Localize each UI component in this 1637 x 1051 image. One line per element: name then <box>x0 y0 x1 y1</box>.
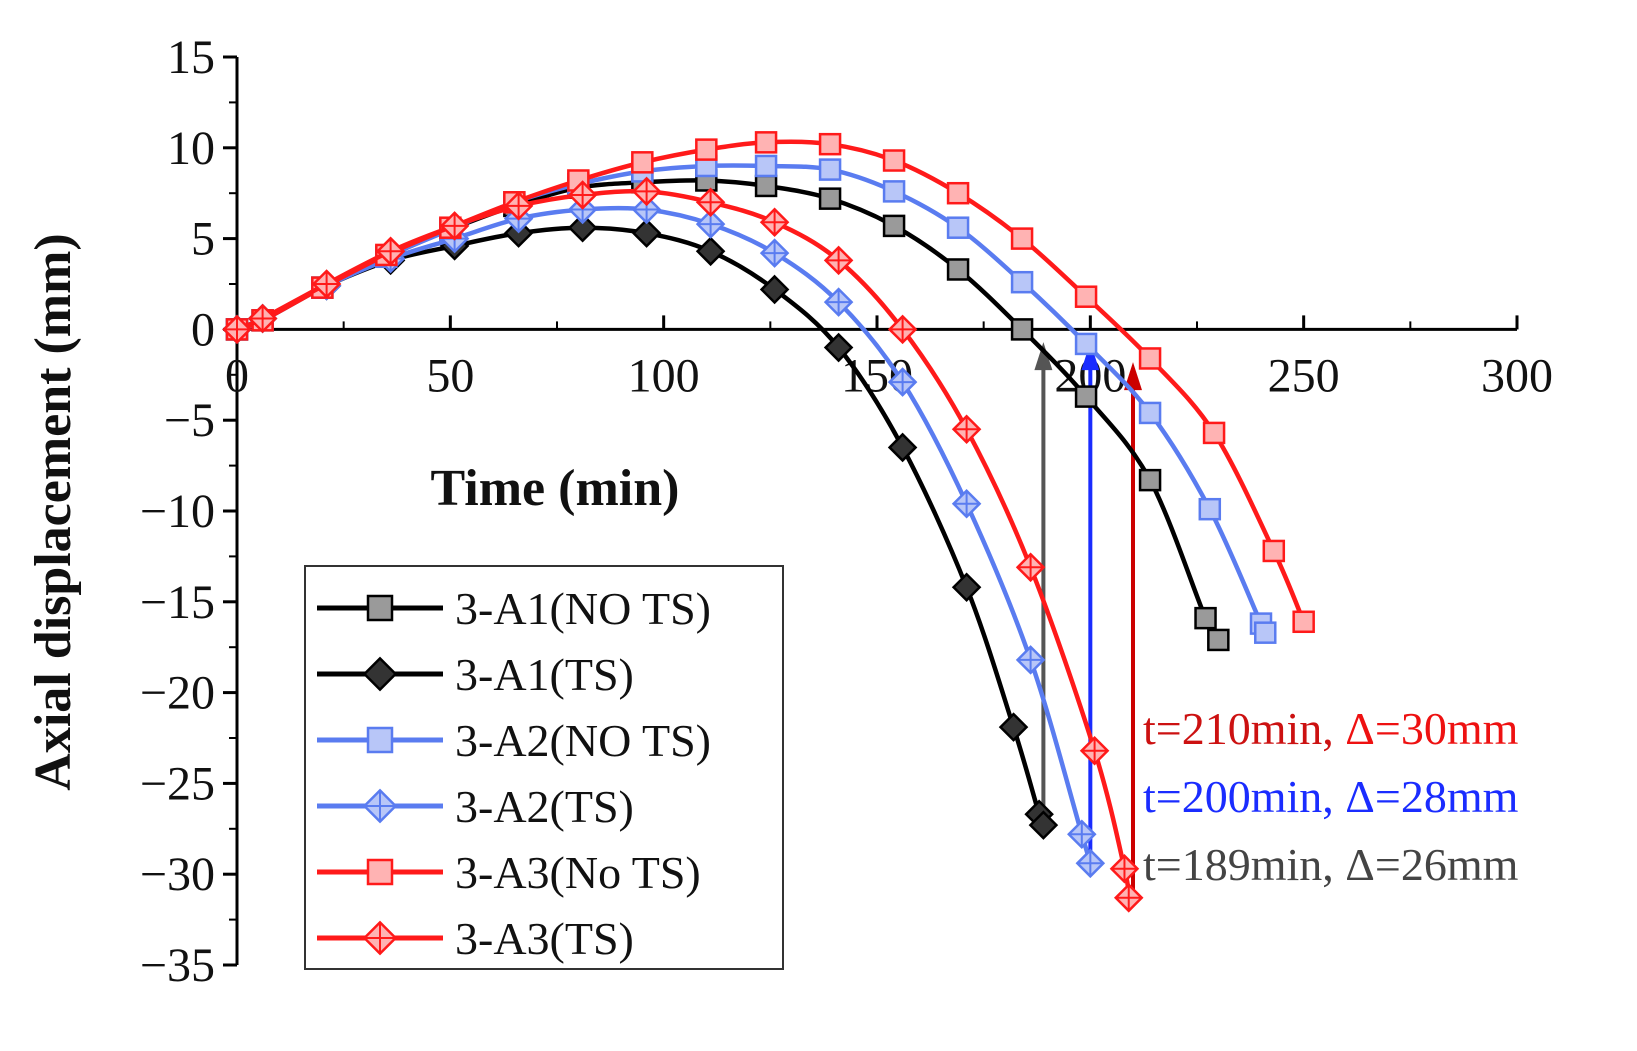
annotation-delta: Δ=26mm <box>1345 839 1518 890</box>
data-point-square <box>1138 401 1162 425</box>
y-tick-label: −30 <box>140 848 215 901</box>
series-3-A3(TS) <box>222 176 1144 913</box>
y-tick-label: 15 <box>167 31 215 84</box>
data-point-square <box>1138 468 1162 492</box>
data-point-square <box>1262 539 1286 563</box>
y-tick-label: −5 <box>164 394 215 447</box>
y-tick-label: −15 <box>140 576 215 629</box>
annotation-text: t=210min, Δ=30mm <box>1143 703 1519 754</box>
data-point-square <box>882 149 906 172</box>
annotation-text: t=189min, Δ=26mm <box>1143 839 1519 890</box>
annotation-text: t=200min, Δ=28mm <box>1143 771 1519 822</box>
legend-label: 3-A2(NO TS) <box>455 715 711 766</box>
legend-label: 3-A1(NO TS) <box>455 583 711 634</box>
x-tick-label: 100 <box>628 349 700 402</box>
data-point-square <box>631 151 654 174</box>
data-point-square <box>754 154 778 178</box>
data-point-square <box>946 216 970 239</box>
y-tick-label: −35 <box>140 939 215 992</box>
data-point-diamond <box>695 236 726 267</box>
data-point-diamond <box>362 656 398 692</box>
data-point-square <box>1074 332 1098 356</box>
data-point-diamond <box>567 212 598 243</box>
annotation-time: t=189min, <box>1143 839 1345 890</box>
data-point-square <box>366 858 394 886</box>
annotation-time: t=210min, <box>1143 703 1345 754</box>
data-point-square <box>366 726 394 754</box>
data-point-square <box>818 132 842 156</box>
legend-box <box>304 565 784 970</box>
legend: 3-A1(NO TS) 3-A1(TS) 3-A2(NO TS) 3-A2(TS) 3-… <box>304 565 784 970</box>
x-tick-label: 0 <box>225 349 249 402</box>
arrow-head <box>1124 362 1142 391</box>
data-point-square <box>882 180 906 203</box>
data-point-square <box>1074 285 1098 308</box>
data-point-diamond <box>631 218 662 248</box>
data-point-diamond <box>1028 810 1059 840</box>
data-point-square <box>1194 606 1217 630</box>
x-tick-label: 250 <box>1268 349 1340 402</box>
series-lines <box>222 131 1315 913</box>
y-tick-label: −10 <box>140 485 215 538</box>
y-tick-label: 5 <box>191 213 215 266</box>
data-point-square <box>695 138 718 161</box>
data-point-diamond <box>998 712 1029 742</box>
data-point-square <box>1010 318 1034 341</box>
data-point-square <box>1254 621 1277 644</box>
annotation-delta: Δ=28mm <box>1345 771 1518 822</box>
x-tick-label: 300 <box>1481 349 1553 402</box>
data-point-square <box>946 258 970 281</box>
data-point-diamond <box>759 274 790 305</box>
data-point-square <box>882 214 906 238</box>
data-point-square <box>754 131 778 154</box>
data-point-square <box>1010 270 1034 294</box>
data-point-square <box>1198 497 1222 521</box>
data-point-square <box>1207 628 1230 652</box>
data-point-square <box>818 158 842 181</box>
arrow-head <box>1034 342 1053 371</box>
data-point-square <box>946 181 970 205</box>
data-point-square <box>754 174 778 198</box>
annotation-delta: Δ=30mm <box>1345 703 1518 754</box>
data-point-square <box>1292 610 1315 634</box>
legend-label: 3-A1(TS) <box>455 649 634 700</box>
data-point-diamond <box>823 332 854 363</box>
y-axis-title: Axial displacement (mm) <box>25 233 82 790</box>
y-tick-label: −20 <box>140 667 215 720</box>
y-tick-label: 10 <box>167 122 215 175</box>
data-point-square <box>1074 385 1098 408</box>
data-point-diamond <box>887 432 918 463</box>
x-axis-title: Time (min) <box>431 460 680 517</box>
data-point-square <box>1202 421 1226 445</box>
y-tick-label: −25 <box>140 757 215 810</box>
legend-label: 3-A3(No TS) <box>455 847 701 898</box>
arrow-head <box>1081 342 1100 371</box>
legend-label: 3-A2(TS) <box>455 781 634 832</box>
data-point-diamond <box>951 572 982 603</box>
data-point-square <box>1010 227 1034 250</box>
data-point-square <box>366 594 394 622</box>
data-point-square <box>1138 347 1162 370</box>
y-tick-label: 0 <box>191 303 215 356</box>
data-point-square <box>818 187 842 210</box>
annotation-time: t=200min, <box>1143 771 1345 822</box>
legend-label: 3-A3(TS) <box>455 913 634 964</box>
series-3-A3(No TS) <box>225 131 1315 634</box>
x-tick-label: 50 <box>426 349 474 402</box>
